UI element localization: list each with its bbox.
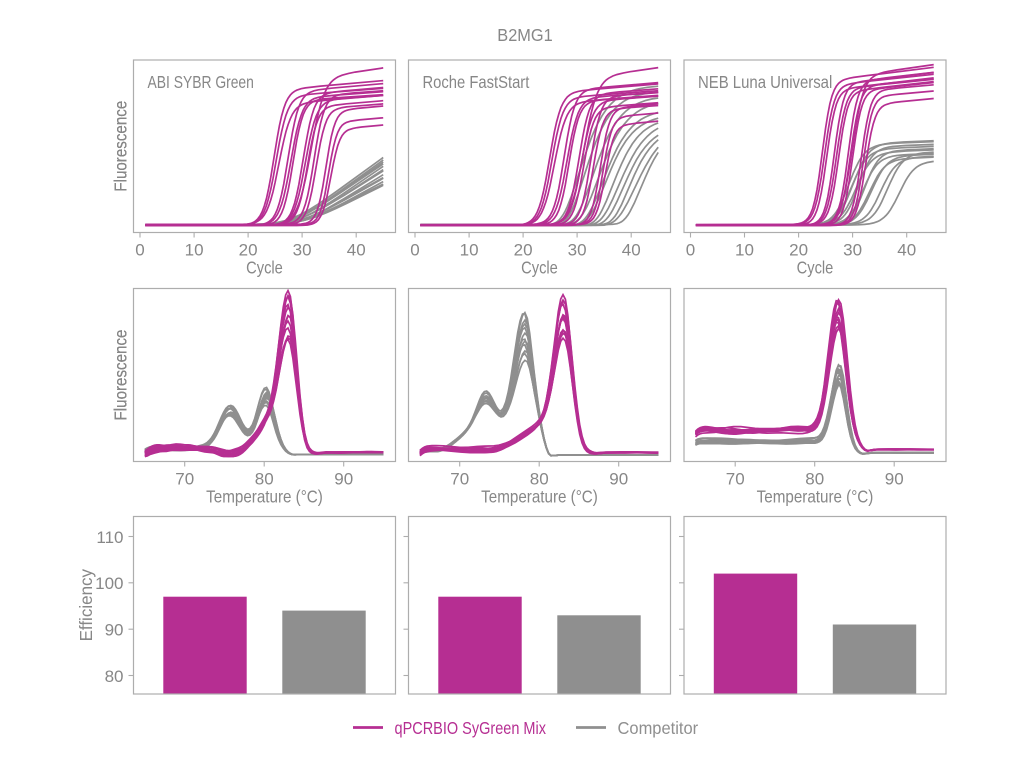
svg-text:70: 70 xyxy=(175,470,194,489)
svg-text:Efficiency: Efficiency xyxy=(76,569,96,642)
svg-text:NEB Luna Universal: NEB Luna Universal xyxy=(698,73,832,92)
svg-text:Fluorescence: Fluorescence xyxy=(112,330,131,421)
svg-text:0: 0 xyxy=(686,241,695,260)
svg-text:90: 90 xyxy=(105,621,124,640)
svg-text:Fluorescence: Fluorescence xyxy=(112,101,131,192)
svg-text:20: 20 xyxy=(789,241,808,260)
svg-text:Cycle: Cycle xyxy=(521,258,558,278)
svg-text:qPCRBIO SyGreen Mix: qPCRBIO SyGreen Mix xyxy=(395,719,546,739)
svg-text:110: 110 xyxy=(96,528,123,547)
svg-text:20: 20 xyxy=(239,241,258,260)
svg-text:10: 10 xyxy=(735,241,754,260)
svg-text:90: 90 xyxy=(609,470,628,489)
svg-text:90: 90 xyxy=(334,470,353,489)
svg-text:ABI SYBR Green: ABI SYBR Green xyxy=(148,74,254,93)
svg-text:Fluorescence: Fluorescence xyxy=(112,330,131,421)
svg-text:40: 40 xyxy=(347,241,366,260)
svg-text:40: 40 xyxy=(897,241,916,260)
svg-text:Cycle: Cycle xyxy=(246,258,283,278)
svg-text:90: 90 xyxy=(885,470,904,489)
svg-text:Fluorescence: Fluorescence xyxy=(112,101,131,192)
svg-text:80: 80 xyxy=(255,470,274,489)
svg-text:40: 40 xyxy=(622,241,641,260)
svg-text:Roche FastStart: Roche FastStart xyxy=(423,73,530,92)
svg-text:70: 70 xyxy=(450,470,469,489)
svg-text:Temperature (°C): Temperature (°C) xyxy=(481,488,598,507)
svg-text:Temperature (°C): Temperature (°C) xyxy=(206,488,323,507)
svg-text:70: 70 xyxy=(726,470,745,489)
svg-text:Competitor: Competitor xyxy=(618,719,699,739)
svg-text:0: 0 xyxy=(410,241,419,260)
svg-text:20: 20 xyxy=(514,241,533,260)
svg-text:Fluorescence: Fluorescence xyxy=(112,101,131,192)
svg-text:0: 0 xyxy=(135,241,144,260)
svg-text:80: 80 xyxy=(530,470,549,489)
svg-text:10: 10 xyxy=(185,241,204,260)
svg-text:10: 10 xyxy=(460,241,479,260)
svg-text:80: 80 xyxy=(105,667,124,686)
svg-text:100: 100 xyxy=(95,574,123,593)
svg-text:30: 30 xyxy=(293,241,312,260)
svg-text:B2MG1: B2MG1 xyxy=(497,25,552,45)
svg-text:Cycle: Cycle xyxy=(797,258,834,278)
svg-text:30: 30 xyxy=(568,241,587,260)
svg-text:Temperature (°C): Temperature (°C) xyxy=(757,488,874,507)
svg-text:30: 30 xyxy=(843,241,862,260)
svg-text:80: 80 xyxy=(805,470,824,489)
svg-text:Fluorescence: Fluorescence xyxy=(112,330,131,421)
